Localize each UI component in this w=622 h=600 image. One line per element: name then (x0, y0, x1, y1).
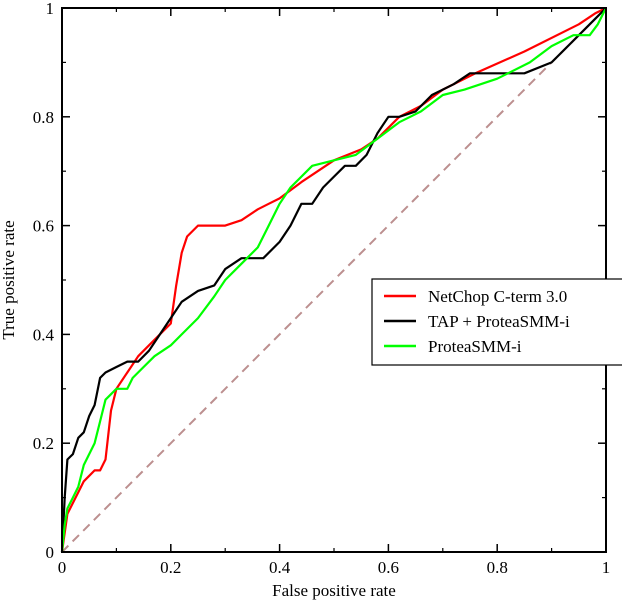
x-tick-label: 0.2 (160, 558, 181, 577)
legend-label: TAP + ProteaSMM-i (428, 312, 570, 331)
series-line-tap-proteasmm-i (60, 7, 607, 553)
y-tick-label: 0.2 (33, 434, 54, 453)
legend: NetChop C-term 3.0 TAP + ProteaSMM-i Prote… (371, 278, 622, 366)
y-tick-label: 0.6 (33, 217, 54, 236)
reference-diagonal-line (61, 7, 607, 553)
y-tick-label: 0.4 (33, 325, 55, 344)
y-tick-label: 0 (46, 543, 55, 562)
x-tick-label: 0.4 (269, 558, 291, 577)
legend-label: NetChop C-term 3.0 (428, 287, 567, 306)
tick-layer: 0 0.2 0.4 0.6 0.8 1 0 0.2 0.4 0.6 0.8 1 (33, 0, 611, 577)
x-tick-label: 0.8 (487, 558, 508, 577)
y-tick-label: 0.8 (33, 108, 54, 127)
x-tick-label: 1 (602, 558, 611, 577)
legend-label: ProteaSMM-i (428, 337, 522, 356)
x-axis-label: False positive rate (272, 581, 396, 600)
series-layer (60, 7, 607, 553)
x-tick-label: 0.6 (378, 558, 399, 577)
reference-line-layer (61, 7, 607, 553)
series-line-proteasmm-i (60, 7, 607, 553)
x-tick-label: 0 (58, 558, 67, 577)
y-tick-label: 1 (46, 0, 55, 18)
y-axis-label: True positive rate (0, 220, 18, 339)
